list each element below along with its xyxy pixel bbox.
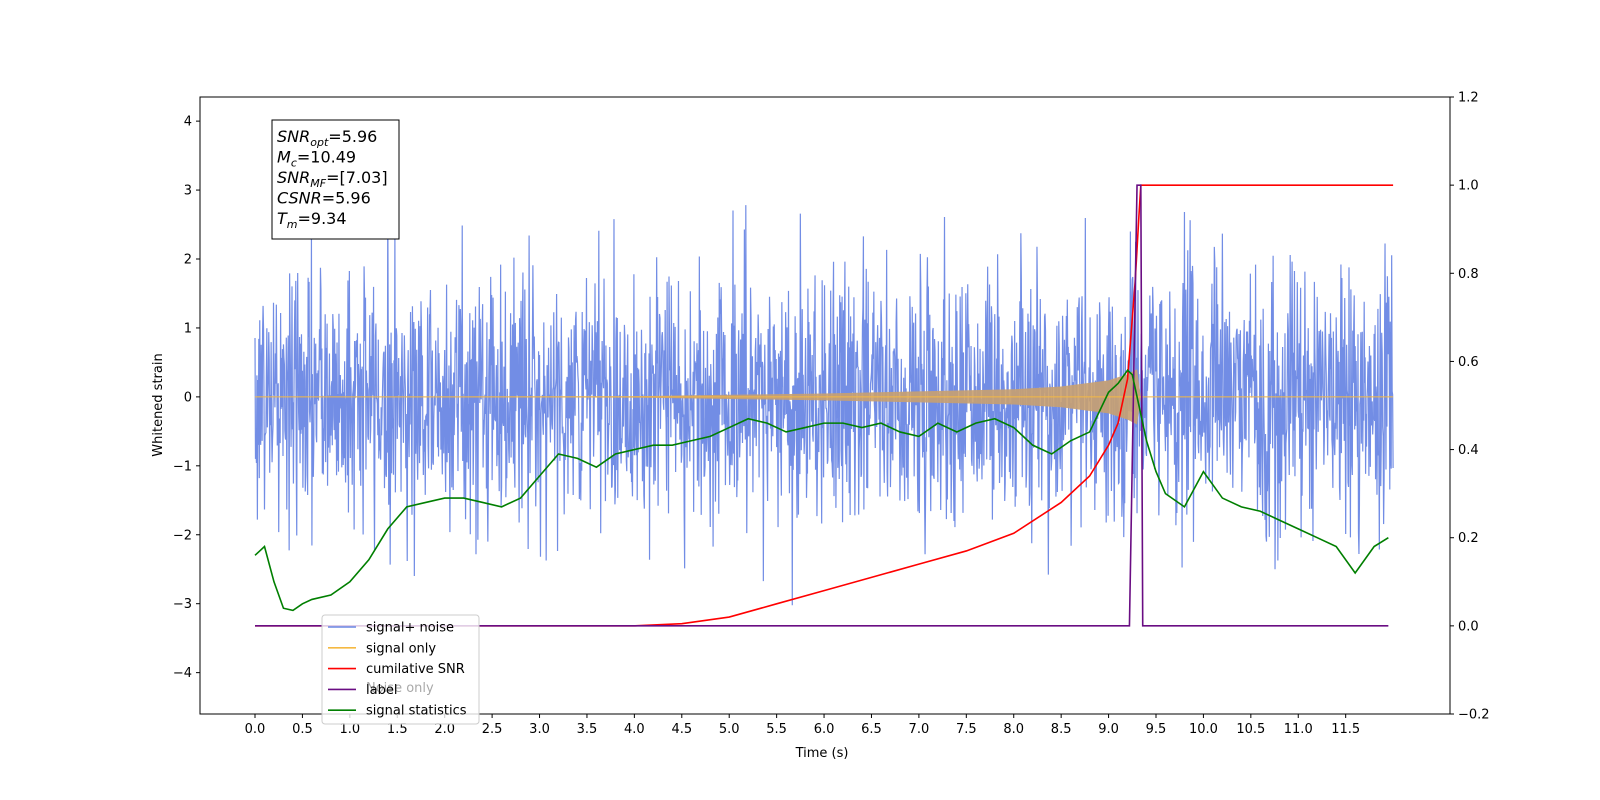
x-tick-label: 8.5 (1051, 722, 1072, 737)
y-tick-label: 2 (184, 253, 192, 268)
y-tick-label: 1 (184, 321, 192, 336)
stats-line: SNRMF=[7.03] (277, 168, 388, 190)
x-tick-label: 3.0 (529, 722, 550, 737)
signal-only-series (255, 369, 1394, 425)
x-tick-label: 9.5 (1146, 722, 1167, 737)
signal-noise-series (254, 192, 1394, 606)
y2-tick-label: 0.6 (1458, 355, 1479, 370)
x-tick-label: 4.0 (624, 722, 645, 737)
y-axis-label: Whitened strain (151, 353, 166, 456)
legend-label: label (366, 683, 397, 698)
y-tick-label: −2 (173, 528, 192, 543)
x-tick-label: 2.0 (434, 722, 455, 737)
signal-noise-line (254, 192, 1394, 606)
x-tick-label: 4.5 (671, 722, 692, 737)
y-tick-label: 3 (184, 184, 192, 199)
stats-line: Tm=9.34 (277, 209, 347, 231)
x-tick-label: 1.5 (387, 722, 408, 737)
x-tick-label: 1.0 (340, 722, 361, 737)
x-tick-label: 5.0 (719, 722, 740, 737)
y-axis-left: −4 −3 −2 −1 0 1 2 3 4 (173, 115, 200, 681)
signal-statistics-line (254, 369, 1389, 612)
plot-area (254, 184, 1394, 627)
x-tick-label: 6.5 (861, 722, 882, 737)
x-tick-label: 9.0 (1098, 722, 1119, 737)
label-line (255, 184, 1389, 627)
y2-tick-label: 0.8 (1458, 267, 1479, 282)
stats-line: SNRopt=5.96 (277, 127, 377, 149)
y-tick-label: −1 (173, 459, 192, 474)
y2-tick-label: 0.0 (1458, 619, 1479, 634)
x-axis-label: Time (s) (795, 746, 849, 761)
x-tick-label: 11.5 (1331, 722, 1360, 737)
y2-tick-label: 1.2 (1458, 91, 1479, 106)
y-tick-label: −4 (173, 666, 192, 681)
stats-annotation-box: SNRopt=5.96Mc=10.49SNRMF=[7.03]CSNR=5.96… (271, 119, 400, 240)
right-axis-series (254, 184, 1394, 627)
y2-tick-label: −0.2 (1458, 708, 1490, 723)
x-tick-label: 2.5 (482, 722, 503, 737)
x-tick-label: 8.0 (1003, 722, 1024, 737)
y2-tick-label: 0.2 (1458, 531, 1479, 546)
y2-tick-label: 1.0 (1458, 179, 1479, 194)
x-tick-label: 6.0 (814, 722, 835, 737)
y-tick-label: −3 (173, 597, 192, 612)
legend-frame (321, 614, 480, 725)
x-tick-label: 7.5 (956, 722, 977, 737)
stats-box-frame (271, 119, 400, 240)
y-axis-right: −0.2 0.0 0.2 0.4 0.6 0.8 1.0 1.2 (1450, 91, 1490, 723)
legend-label: signal+ noise (366, 621, 454, 636)
x-tick-label: 3.5 (577, 722, 598, 737)
x-axis: 0.0 0.5 1.0 1.5 2.0 2.5 3.0 3.5 4.0 4.5 5.0 5.5 6.0 6… (245, 714, 1360, 737)
x-tick-label: 0.5 (292, 722, 313, 737)
legend-label: signal only (366, 641, 436, 656)
x-tick-label: 7.0 (909, 722, 930, 737)
y-tick-label: 0 (184, 390, 192, 405)
x-tick-label: 10.5 (1236, 722, 1265, 737)
legend-label-hidden: Noise only (366, 681, 434, 696)
plot-frame (199, 96, 1451, 715)
legend-label: cumilative SNR (366, 662, 465, 677)
y2-tick-label: 0.4 (1458, 443, 1479, 458)
legend-label: signal statistics (366, 704, 467, 719)
x-tick-label: 11.0 (1284, 722, 1313, 737)
x-tick-label: 10.0 (1189, 722, 1218, 737)
x-tick-label: 5.5 (766, 722, 787, 737)
stats-line: Mc=10.49 (277, 148, 356, 170)
legend: Noise only signal+ noise signal only cumila… (321, 614, 480, 725)
x-tick-label: 0.0 (245, 722, 266, 737)
y-tick-label: 4 (184, 115, 192, 130)
stats-line: CSNR=5.96 (277, 189, 371, 208)
